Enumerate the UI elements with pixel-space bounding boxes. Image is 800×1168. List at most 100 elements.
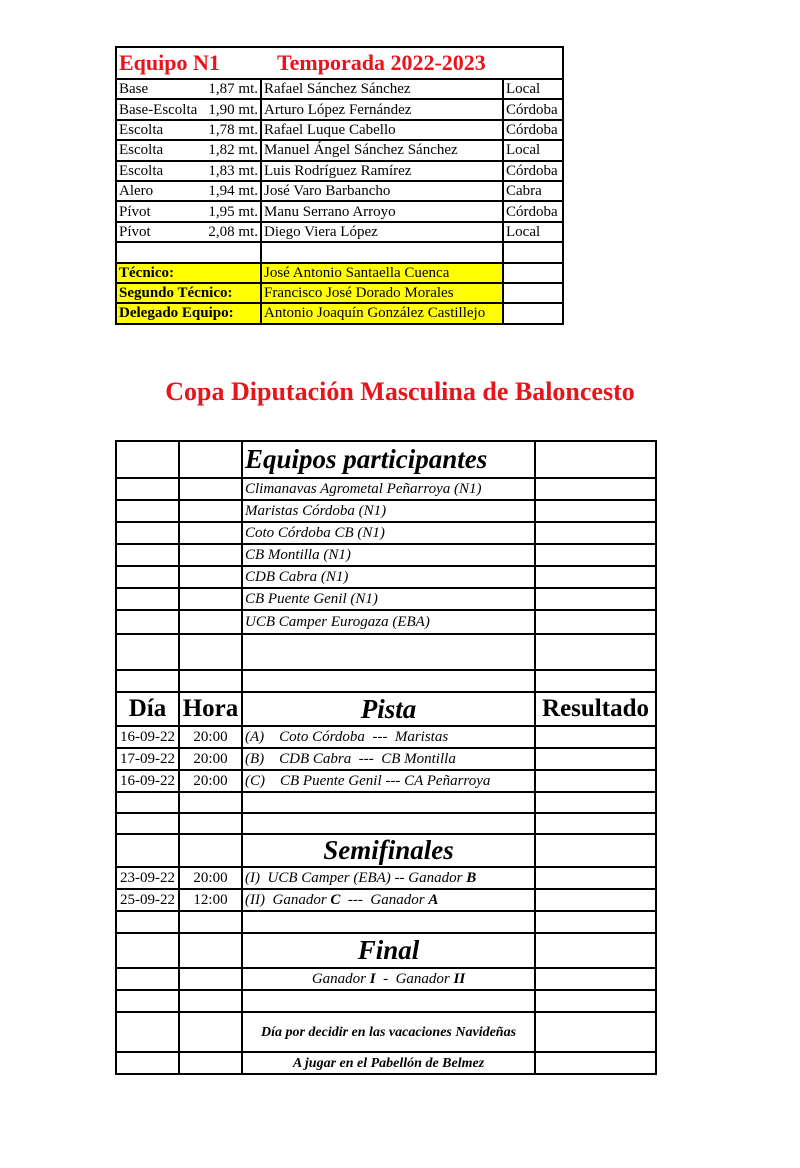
empty-cell xyxy=(178,910,243,934)
match-part: (A) Coto Córdoba --- Maristas xyxy=(245,728,449,745)
match-day: 25-09-22 xyxy=(115,888,180,912)
match-result xyxy=(534,888,657,912)
empty-row xyxy=(115,812,657,835)
empty-row xyxy=(115,633,657,671)
match-bold-part: II xyxy=(453,970,466,987)
player-position-cell: Base-Escolta 1,90 mt. xyxy=(115,98,262,121)
empty-cell xyxy=(178,543,243,567)
empty-cell xyxy=(241,989,536,1013)
empty-cell xyxy=(534,1011,657,1053)
player-origin: Cabra xyxy=(501,179,565,203)
empty-cell xyxy=(178,1051,243,1075)
player-row: Base 1,87 mt. Rafael Sánchez Sánchez Local xyxy=(115,77,565,101)
final-note: Día por decidir en las vacaciones Navide… xyxy=(241,1011,536,1053)
player-origin: Córdoba xyxy=(501,200,565,223)
match-part: (I) UCB Camper (EBA) -- Ganador xyxy=(245,869,467,886)
empty-cell xyxy=(178,565,243,589)
empty-cell xyxy=(241,669,536,693)
match-bold-part: I xyxy=(369,970,376,987)
player-origin: Local xyxy=(501,139,565,162)
roster-title: Equipo N1 Temporada 2022-2023 xyxy=(114,46,565,80)
match-row: 25-09-22 12:00 (II) Ganador C --- Ganador … xyxy=(115,888,657,912)
empty-cell xyxy=(241,910,536,934)
empty-cell xyxy=(534,989,657,1013)
empty-cell xyxy=(178,587,243,611)
player-row: Base-Escolta 1,90 mt. Arturo López Fernánd… xyxy=(115,98,565,121)
player-row: Pívot 1,95 mt. Manu Serrano Arroyo Córdoba xyxy=(115,200,565,223)
player-row: Escolta 1,82 mt. Manuel Ángel Sánchez Sánc… xyxy=(115,139,565,162)
empty-cell xyxy=(178,812,243,835)
empty-cell xyxy=(534,833,657,868)
player-row: Alero 1,94 mt. José Varo Barbancho Cabra xyxy=(115,179,565,203)
match-row: 16-09-22 20:00 (C) CB Puente Genil --- CA … xyxy=(115,769,657,793)
player-position: Base xyxy=(119,81,149,98)
empty-cell xyxy=(501,241,565,264)
player-position: Escolta xyxy=(119,162,164,179)
semis-heading-row: Semifinales xyxy=(115,833,657,868)
empty-cell xyxy=(178,967,243,991)
player-position-cell: Base 1,87 mt. xyxy=(115,77,262,101)
match-day: 16-09-22 xyxy=(115,769,180,793)
player-name: Rafael Sánchez Sánchez xyxy=(260,77,504,101)
match-bold-part: B xyxy=(466,869,477,886)
final-heading-row: Final xyxy=(115,932,657,969)
empty-cell xyxy=(115,1011,180,1053)
match-day: 16-09-22 xyxy=(115,725,180,749)
empty-cell xyxy=(178,521,243,545)
empty-cell xyxy=(241,791,536,814)
final-match: Ganador I - Ganador II xyxy=(241,967,536,991)
season: Temporada 2022-2023 xyxy=(277,50,486,75)
match-day: 17-09-22 xyxy=(115,747,180,771)
final-venue: A jugar en el Pabellón de Belmez xyxy=(241,1051,536,1075)
empty-cell xyxy=(534,609,657,635)
staff-name: José Antonio Santaella Cuenca xyxy=(260,261,504,284)
match-result xyxy=(534,747,657,771)
match-bold-part: A xyxy=(428,891,439,908)
match-part: (C) CB Puente Genil --- CA Peñarroya xyxy=(245,772,491,789)
empty-cell xyxy=(115,440,180,479)
staff-name: Antonio Joaquín González Castillejo xyxy=(260,302,504,325)
empty-cell xyxy=(178,499,243,523)
player-name: Manuel Ángel Sánchez Sánchez xyxy=(260,139,504,162)
player-height: 1,90 mt. xyxy=(208,101,258,118)
match-time: 12:00 xyxy=(178,888,243,912)
empty-cell xyxy=(534,1051,657,1075)
player-position: Base-Escolta xyxy=(119,101,198,118)
player-height: 2,08 mt. xyxy=(208,223,258,240)
team-name: CB Puente Genil (N1) xyxy=(241,587,536,611)
empty-cell xyxy=(534,499,657,523)
player-origin: Local xyxy=(501,77,565,101)
match-teams: (C) CB Puente Genil --- CA Peñarroya xyxy=(241,769,536,793)
player-height: 1,95 mt. xyxy=(208,203,258,220)
match-part: - Ganador xyxy=(375,970,454,987)
empty-cell xyxy=(115,521,180,545)
match-part: --- Ganador xyxy=(340,891,429,908)
player-name: Rafael Luque Cabello xyxy=(260,118,504,142)
player-origin: Córdoba xyxy=(501,98,565,121)
empty-cell xyxy=(534,669,657,693)
match-part: Ganador xyxy=(311,970,370,987)
empty-cell xyxy=(115,791,180,814)
player-origin: Córdoba xyxy=(501,118,565,142)
match-row: 17-09-22 20:00 (B) CDB Cabra --- CB Montil… xyxy=(115,747,657,771)
player-name: Manu Serrano Arroyo xyxy=(260,200,504,223)
staff-row: Segundo Técnico: Francisco José Dorado Mo… xyxy=(115,281,565,305)
player-name: Luis Rodríguez Ramírez xyxy=(260,159,504,182)
player-row: Pívot 2,08 mt. Diego Viera López Local xyxy=(115,220,565,244)
staff-row: Delegado Equipo: Antonio Joaquín González… xyxy=(115,302,565,325)
empty-row xyxy=(115,791,657,814)
player-position: Escolta xyxy=(119,121,164,138)
empty-cell xyxy=(501,281,565,305)
team-name: Climanavas Agrometal Peñarroya (N1) xyxy=(241,477,536,501)
empty-cell xyxy=(115,241,262,264)
player-position-cell: Alero 1,94 mt. xyxy=(115,179,262,203)
match-time: 20:00 xyxy=(178,747,243,771)
empty-cell xyxy=(115,477,180,501)
empty-cell xyxy=(260,241,504,264)
team-name: CB Montilla (N1) xyxy=(241,543,536,567)
empty-cell xyxy=(115,967,180,991)
empty-cell xyxy=(501,302,565,325)
header-court: Pista xyxy=(241,691,536,727)
empty-row xyxy=(115,989,657,1013)
staff-role: Técnico: xyxy=(115,261,262,284)
